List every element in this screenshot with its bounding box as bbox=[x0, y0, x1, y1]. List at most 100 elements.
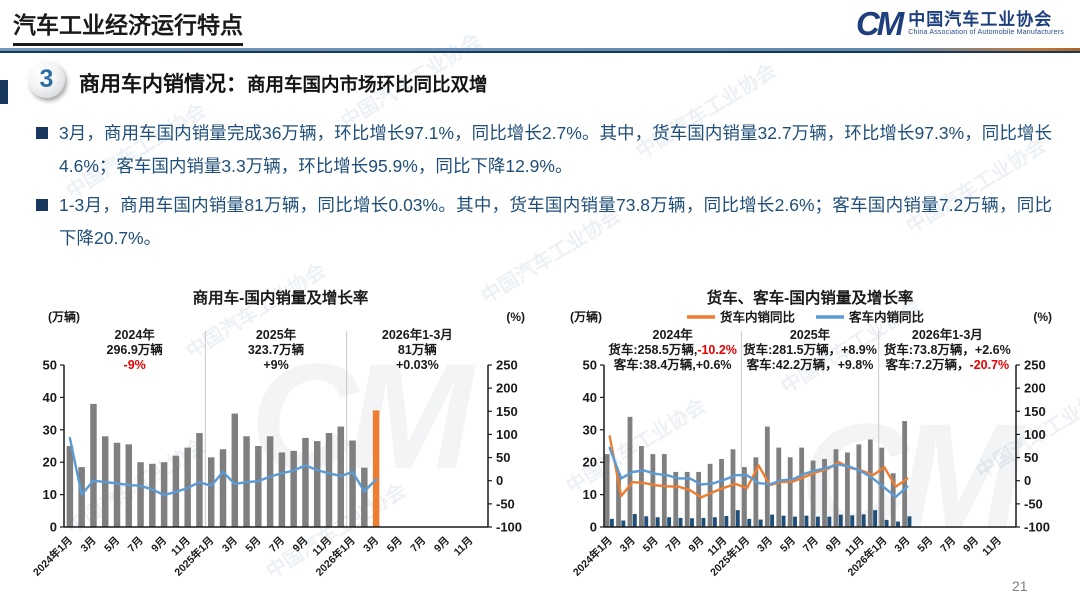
bullet-list: 3月，商用车国内销量完成36万辆，环比增长97.1%，同比增长2.7%。其中，货… bbox=[36, 117, 1052, 262]
commercial-vehicle-sales-chart: 商用车-国内销量及增长率 (万辆) (%) 0 10 20 30 40 50 -100 -50 0 50… bbox=[28, 285, 533, 607]
svg-text:0: 0 bbox=[1024, 473, 1031, 488]
svg-text:3月: 3月 bbox=[220, 535, 240, 555]
svg-text:5月: 5月 bbox=[915, 535, 935, 555]
org-name-en: China Association of Automobile Manufact… bbox=[908, 29, 1064, 37]
svg-text:-100: -100 bbox=[1024, 520, 1050, 535]
svg-text:250: 250 bbox=[496, 358, 518, 373]
svg-text:0: 0 bbox=[590, 520, 597, 535]
svg-text:3月: 3月 bbox=[79, 535, 99, 555]
svg-text:(%): (%) bbox=[1033, 310, 1052, 324]
page-number: 21 bbox=[1012, 578, 1028, 594]
bullet-text-1: 3月，商用车国内销量完成36万辆，环比增长97.1%，同比增长2.7%。其中，货… bbox=[59, 123, 1052, 176]
svg-text:7月: 7月 bbox=[408, 535, 428, 555]
svg-text:9月: 9月 bbox=[291, 535, 311, 555]
svg-text:40: 40 bbox=[43, 390, 57, 405]
bullet-item-1: 3月，商用车国内销量完成36万辆，环比增长97.1%，同比增长2.7%。其中，货… bbox=[36, 117, 1052, 182]
svg-text:商用车-国内销量及增长率: 商用车-国内销量及增长率 bbox=[193, 288, 369, 307]
svg-text:3月: 3月 bbox=[892, 535, 912, 555]
svg-text:0: 0 bbox=[496, 473, 503, 488]
cm-logo-icon: CM bbox=[855, 5, 904, 42]
header-divider-shadow bbox=[0, 51, 1080, 53]
svg-text:30: 30 bbox=[43, 422, 57, 437]
section-heading: 商用车内销情况： bbox=[79, 73, 247, 96]
svg-text:货车:73.8万辆，+2.6%: 货车:73.8万辆，+2.6% bbox=[884, 342, 1011, 357]
svg-text:货车内销同比: 货车内销同比 bbox=[720, 310, 796, 325]
svg-text:9月: 9月 bbox=[149, 535, 169, 555]
svg-text:2024年1月: 2024年1月 bbox=[570, 534, 615, 579]
svg-text:30: 30 bbox=[583, 422, 597, 437]
svg-text:200: 200 bbox=[1024, 381, 1046, 396]
svg-text:9月: 9月 bbox=[824, 535, 844, 555]
svg-text:11月: 11月 bbox=[980, 535, 1004, 559]
svg-text:7月: 7月 bbox=[663, 535, 683, 555]
svg-text:5月: 5月 bbox=[641, 535, 661, 555]
svg-text:货车:258.5万辆,-10.2%: 货车:258.5万辆,-10.2% bbox=[608, 342, 737, 357]
commercial-vehicle-sales-svg: 商用车-国内销量及增长率 (万辆) (%) 0 10 20 30 40 50 -100 -50 0 50… bbox=[30, 288, 525, 579]
svg-text:2024年: 2024年 bbox=[115, 327, 156, 342]
svg-text:0: 0 bbox=[50, 520, 57, 535]
svg-text:5月: 5月 bbox=[243, 535, 263, 555]
org-name-cn: 中国汽车工业协会 bbox=[908, 9, 1053, 29]
svg-text:10: 10 bbox=[583, 487, 597, 502]
svg-text:150: 150 bbox=[1024, 404, 1046, 419]
svg-text:客车:42.2万辆，+9.8%: 客车:42.2万辆，+9.8% bbox=[746, 357, 874, 372]
bullet-item-2: 1-3月，商用车国内销量81万辆，同比增长0.03%。其中，货车国内销量73.8… bbox=[36, 189, 1052, 254]
svg-text:296.9万辆: 296.9万辆 bbox=[107, 342, 164, 357]
svg-text:-50: -50 bbox=[1024, 496, 1043, 511]
svg-text:50: 50 bbox=[43, 358, 57, 373]
svg-text:9月: 9月 bbox=[961, 535, 981, 555]
svg-text:2024年1月: 2024年1月 bbox=[30, 534, 75, 579]
svg-text:-50: -50 bbox=[496, 496, 515, 511]
svg-text:5月: 5月 bbox=[102, 535, 122, 555]
svg-text:2025年: 2025年 bbox=[790, 327, 831, 342]
svg-text:50: 50 bbox=[496, 450, 510, 465]
page-title: 汽车工业经济运行特点 bbox=[13, 6, 243, 46]
header-divider bbox=[0, 48, 1080, 51]
bullet-text-2: 1-3月，商用车国内销量81万辆，同比增长0.03%。其中，货车国内销量73.8… bbox=[59, 195, 1052, 249]
svg-text:客车内销同比: 客车内销同比 bbox=[848, 310, 925, 325]
svg-text:2024年: 2024年 bbox=[653, 327, 694, 342]
svg-text:货车、客车-国内销量及增长率: 货车、客车-国内销量及增长率 bbox=[707, 288, 914, 307]
svg-text:5月: 5月 bbox=[385, 535, 405, 555]
svg-text:40: 40 bbox=[583, 390, 597, 405]
svg-text:2026年1-3月: 2026年1-3月 bbox=[912, 327, 983, 342]
svg-text:7月: 7月 bbox=[801, 535, 821, 555]
svg-text:7月: 7月 bbox=[938, 535, 958, 555]
svg-text:(%): (%) bbox=[506, 310, 525, 324]
svg-text:客车:38.4万辆,+0.6%: 客车:38.4万辆,+0.6% bbox=[613, 357, 732, 372]
section-subheading: 商用车国内市场环比同比双增 bbox=[247, 74, 488, 95]
svg-text:(万辆): (万辆) bbox=[570, 309, 602, 324]
svg-text:-100: -100 bbox=[496, 520, 522, 535]
svg-text:50: 50 bbox=[583, 358, 597, 373]
section-number-badge: 3 bbox=[28, 61, 65, 98]
svg-text:323.7万辆: 323.7万辆 bbox=[248, 342, 305, 357]
truck-bus-sales-chart: 货车、客车-国内销量及增长率 (万辆) (%) 货车内销同比 客车内销同比 0 10 20 30… bbox=[540, 285, 1080, 607]
svg-text:250: 250 bbox=[1024, 358, 1046, 373]
svg-text:100: 100 bbox=[496, 427, 518, 442]
bullet-square-icon bbox=[36, 127, 48, 139]
left-accent-bar bbox=[0, 80, 8, 104]
svg-text:货车:281.5万辆，+8.9%: 货车:281.5万辆，+8.9% bbox=[743, 342, 877, 357]
svg-text:7月: 7月 bbox=[267, 535, 287, 555]
svg-text:11月: 11月 bbox=[452, 535, 476, 559]
svg-text:+9%: +9% bbox=[263, 358, 288, 372]
caam-logo: CM 中国汽车工业协会 China Association of Automob… bbox=[856, 7, 1064, 40]
svg-text:9月: 9月 bbox=[686, 535, 706, 555]
svg-text:5月: 5月 bbox=[778, 535, 798, 555]
svg-text:3月: 3月 bbox=[618, 535, 638, 555]
svg-text:3月: 3月 bbox=[361, 535, 381, 555]
svg-text:7月: 7月 bbox=[126, 535, 146, 555]
svg-text:3月: 3月 bbox=[755, 535, 775, 555]
svg-text:2025年: 2025年 bbox=[256, 327, 297, 342]
bullet-square-icon bbox=[36, 199, 48, 212]
section-heading-row: 商用车内销情况：商用车国内市场环比同比双增 bbox=[79, 68, 488, 98]
svg-text:50: 50 bbox=[1024, 450, 1038, 465]
svg-text:客车:7.2万辆，-20.7%: 客车:7.2万辆，-20.7% bbox=[885, 357, 1010, 372]
svg-text:81万辆: 81万辆 bbox=[398, 342, 437, 357]
svg-text:100: 100 bbox=[1024, 427, 1046, 442]
svg-text:+0.03%: +0.03% bbox=[396, 358, 439, 372]
svg-text:-9%: -9% bbox=[124, 358, 146, 372]
svg-text:150: 150 bbox=[496, 404, 518, 419]
svg-text:9月: 9月 bbox=[432, 535, 452, 555]
